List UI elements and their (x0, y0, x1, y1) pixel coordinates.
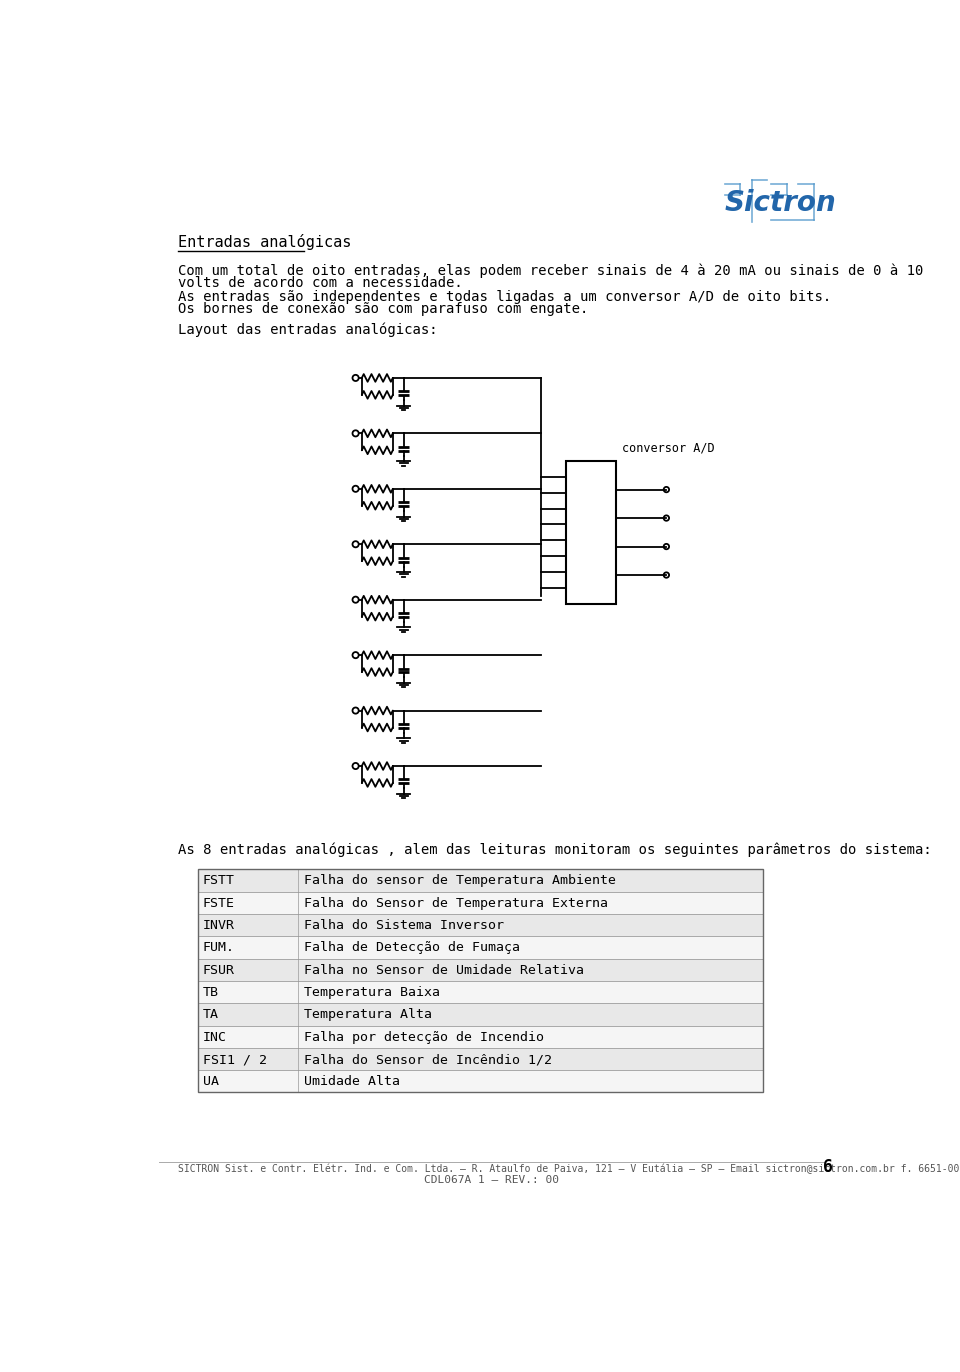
Text: Sictron: Sictron (725, 189, 836, 217)
Bar (198, 936, 763, 959)
Text: FSTE: FSTE (203, 897, 235, 910)
Bar (198, 959, 763, 981)
Text: volts de acordo com a necessidade.: volts de acordo com a necessidade. (179, 276, 463, 289)
Text: SICTRON Sist. e Contr. Elétr. Ind. e Com. Ltda. – R. Ataulfo de Paiva, 121 – V E: SICTRON Sist. e Contr. Elétr. Ind. e Com… (179, 1163, 960, 1174)
Text: FSUR: FSUR (203, 963, 235, 977)
Bar (198, 981, 763, 1003)
Text: FSTT: FSTT (203, 874, 235, 888)
Text: UA: UA (203, 1076, 219, 1088)
Text: INC: INC (203, 1030, 227, 1044)
Text: Entradas analógicas: Entradas analógicas (179, 235, 351, 250)
Text: TA: TA (203, 1008, 219, 1021)
Text: Umidade Alta: Umidade Alta (303, 1076, 399, 1088)
Text: Falha do sensor de Temperatura Ambiente: Falha do sensor de Temperatura Ambiente (303, 874, 615, 888)
Text: conversor A/D: conversor A/D (622, 442, 715, 456)
Text: FUM.: FUM. (203, 941, 235, 955)
Text: TB: TB (203, 986, 219, 999)
Bar (198, 1003, 763, 1025)
Text: Temperatura Alta: Temperatura Alta (303, 1008, 432, 1021)
Text: Falha do Sistema Inversor: Falha do Sistema Inversor (303, 919, 504, 932)
Text: Falha no Sensor de Umidade Relativa: Falha no Sensor de Umidade Relativa (303, 963, 584, 977)
Bar (198, 1025, 763, 1048)
Text: INVR: INVR (203, 919, 235, 932)
Bar (198, 1048, 763, 1070)
Text: 6: 6 (823, 1158, 833, 1176)
Text: As 8 entradas analógicas , alem das leituras monitoram os seguintes parâmetros d: As 8 entradas analógicas , alem das leit… (179, 842, 932, 856)
Text: Falha por detecção de Incendio: Falha por detecção de Incendio (303, 1030, 543, 1044)
Bar (198, 892, 763, 914)
Bar (198, 914, 763, 936)
Bar (565, 461, 616, 604)
Text: Falha de Detecção de Fumaça: Falha de Detecção de Fumaça (303, 941, 519, 955)
Text: As entradas são independentes e todas ligadas a um conversor A/D de oito bits.: As entradas são independentes e todas li… (179, 289, 831, 305)
Text: Layout das entradas analógicas:: Layout das entradas analógicas: (179, 322, 438, 338)
Bar (198, 870, 763, 892)
Text: Falha do Sensor de Temperatura Externa: Falha do Sensor de Temperatura Externa (303, 897, 608, 910)
Text: CDL067A 1 – REV.: 00: CDL067A 1 – REV.: 00 (424, 1176, 560, 1185)
Bar (198, 1070, 763, 1092)
Bar (198, 870, 763, 1092)
Text: Falha do Sensor de Incêndio 1/2: Falha do Sensor de Incêndio 1/2 (303, 1054, 552, 1066)
Text: FSI1 / 2: FSI1 / 2 (203, 1054, 267, 1066)
Text: Temperatura Baixa: Temperatura Baixa (303, 986, 440, 999)
Text: Com um total de oito entradas, elas podem receber sinais de 4 à 20 mA ou sinais : Com um total de oito entradas, elas pode… (179, 263, 924, 277)
Text: Os bornes de conexão são com parafuso com engate.: Os bornes de conexão são com parafuso co… (179, 302, 588, 317)
